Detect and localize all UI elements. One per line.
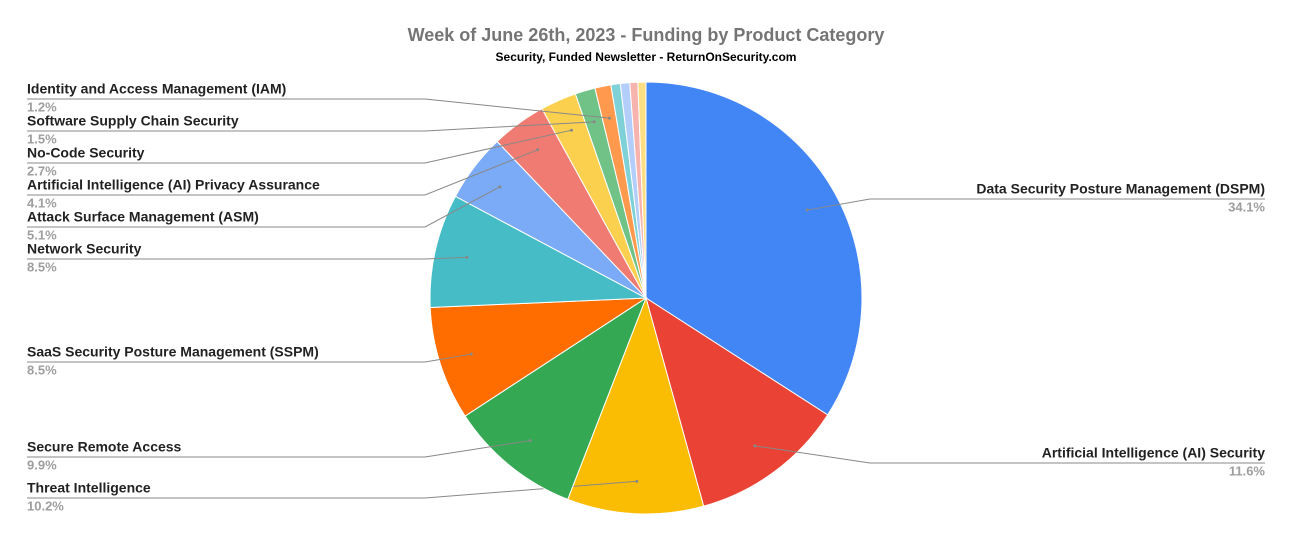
leader-dot [536,148,540,152]
slice-value: 4.1% [27,195,57,210]
slice-value: 1.5% [27,131,57,146]
leader-dot [607,116,611,120]
leader-line [27,186,501,228]
leader-line [27,256,467,260]
slice-value: 2.7% [27,163,57,178]
slice-label: Secure Remote Access [27,439,182,455]
leader-dot [528,439,532,443]
leader-dot [469,352,473,356]
leader-dot [635,479,639,483]
slice-label: Data Security Posture Management (DSPM) [976,181,1265,197]
slice-label: Threat Intelligence [27,480,151,496]
pie-slice [637,81,647,299]
slice-label: No-Code Security [27,145,145,161]
slice-label: Network Security [27,241,142,257]
leader-line [27,98,610,119]
leader-line [27,129,572,164]
leader-line [27,121,595,132]
pie-slice [429,195,648,309]
pie-slice [429,297,648,417]
slice-label: SaaS Security Posture Management (SSPM) [27,344,319,360]
leader-dot [753,444,757,448]
leader-dot [465,255,469,259]
leader-dot [805,208,809,212]
leader-dot [498,185,502,189]
leader-line [754,445,1265,464]
slice-value: 8.5% [27,259,57,274]
slice-label: Attack Surface Management (ASM) [27,209,259,225]
leader-dot [592,120,596,124]
chart-title: Week of June 26th, 2023 - Funding by Pro… [408,25,885,45]
leader-line [807,198,1265,211]
pie-slice [567,296,705,515]
slice-value: 8.5% [27,362,57,377]
pie-slice [464,296,648,500]
pie-slice [645,296,829,507]
slice-label: Identity and Access Management (IAM) [27,81,286,97]
leader-line [27,353,472,363]
slice-value: 34.1% [1228,199,1265,214]
slice-value: 5.1% [27,227,57,242]
slice-value: 11.6% [1229,463,1266,478]
slice-label: Artificial Intelligence (AI) Security [1042,445,1265,461]
leader-dot [569,128,573,132]
leader-line [27,440,531,458]
slice-label: Software Supply Chain Security [27,113,239,129]
leader-line [27,149,538,196]
chart-subtitle: Security, Funded Newsletter - ReturnOnSe… [496,50,797,64]
slice-label: Artificial Intelligence (AI) Privacy Ass… [27,177,320,193]
slice-value: 1.2% [27,99,57,114]
slice-value: 10.2% [27,498,64,513]
pie-slice [645,81,863,416]
slice-value: 9.9% [27,457,57,472]
